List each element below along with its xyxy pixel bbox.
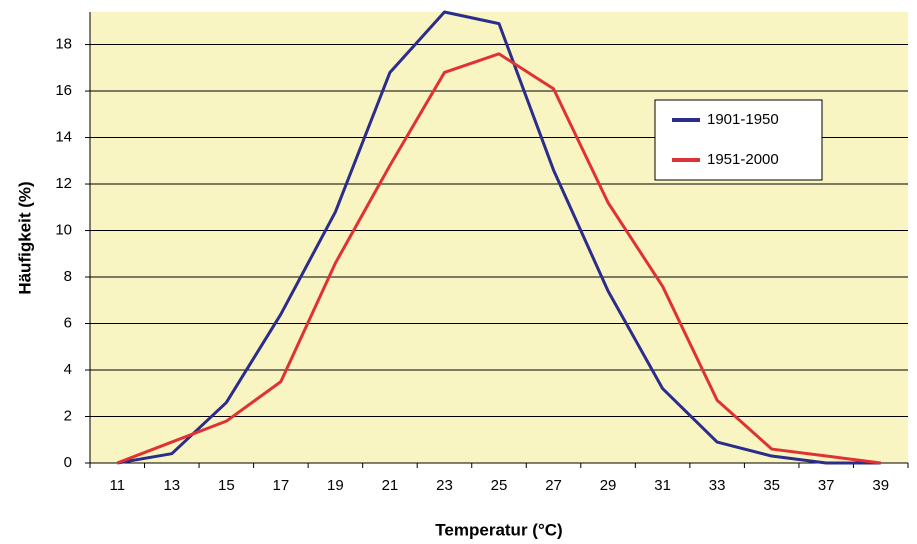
x-tick-label: 33 (709, 477, 726, 494)
x-tick-label: 29 (600, 477, 617, 494)
x-tick-label: 21 (382, 477, 399, 494)
y-tick-label: 4 (64, 361, 72, 378)
x-tick-label: 13 (163, 477, 180, 494)
x-axis-label: Temperatur (°C) (435, 520, 562, 539)
series-line (116, 52, 881, 465)
y-tick-label: 10 (55, 221, 72, 238)
x-tick-label: 11 (109, 477, 125, 494)
legend-label: 1951-2000 (707, 151, 779, 168)
y-axis-label: Häufigkeit (%) (15, 181, 34, 294)
y-tick-label: 12 (55, 175, 72, 192)
x-tick-label: 17 (273, 477, 290, 494)
x-tick-label: 37 (818, 477, 835, 494)
x-tick-label: 35 (763, 477, 780, 494)
y-tick-label: 16 (55, 82, 72, 99)
plot-area (90, 12, 908, 463)
x-tick-label: 15 (218, 477, 235, 494)
y-tick-label: 6 (64, 314, 72, 331)
y-tick-label: 8 (64, 268, 72, 285)
legend-box (654, 99, 823, 181)
y-tick-label: 0 (64, 454, 72, 471)
legend-label: 1901-1950 (707, 111, 779, 128)
y-tick-label: 18 (55, 36, 72, 53)
x-tick-label: 27 (545, 477, 562, 494)
y-tick-label: 2 (64, 407, 72, 424)
x-tick-label: 23 (436, 477, 453, 494)
x-tick-label: 19 (327, 477, 344, 494)
x-tick-label: 25 (491, 477, 508, 494)
y-tick-label: 14 (55, 129, 72, 146)
x-tick-label: 31 (654, 477, 671, 494)
series-line (117, 10, 881, 465)
x-tick-label: 39 (872, 477, 889, 494)
